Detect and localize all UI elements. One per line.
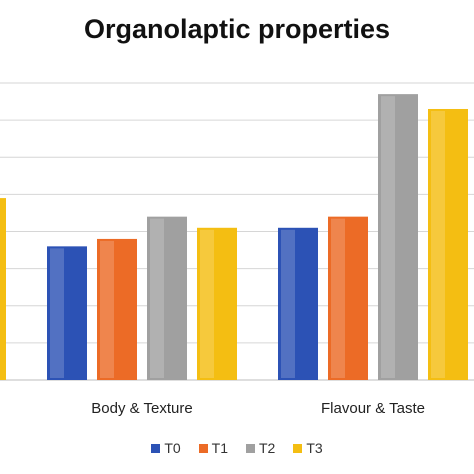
category-label: Flavour & Taste xyxy=(321,400,425,417)
bar-highlight xyxy=(200,229,214,378)
category-label: Body & Texture xyxy=(91,400,192,417)
bar-rect xyxy=(328,216,368,380)
legend-swatch xyxy=(198,443,208,453)
legend-label: T3 xyxy=(306,440,323,456)
bar-highlight xyxy=(381,96,395,378)
legend-item-t0: T0 xyxy=(151,440,181,456)
legend-item-t1: T1 xyxy=(198,440,228,456)
chart-title: Organolaptic properties xyxy=(83,14,391,44)
legend-label: T1 xyxy=(211,440,228,456)
bar-t1 xyxy=(97,238,137,380)
bar-t0 xyxy=(47,246,87,380)
bar-rect xyxy=(147,216,187,380)
bar-t1 xyxy=(328,216,368,380)
bar-highlight xyxy=(431,110,445,379)
bar-highlight xyxy=(331,218,345,378)
bar-t2 xyxy=(147,216,187,380)
bar-highlight xyxy=(150,218,164,378)
legend-item-t2: T2 xyxy=(246,440,275,456)
legend-swatch xyxy=(246,443,255,453)
bar-rect xyxy=(278,227,318,380)
bar-t2 xyxy=(378,94,418,380)
bar-rect xyxy=(197,227,237,380)
legend-item-t3: T3 xyxy=(293,440,323,456)
bar-t3 xyxy=(428,108,468,381)
bar-highlight xyxy=(100,240,114,378)
category-labels: Body & Texture Flavour & Taste xyxy=(91,400,425,417)
bar-rect xyxy=(97,238,137,380)
bar-t3 xyxy=(197,227,237,380)
legend-label: T0 xyxy=(164,440,181,456)
bar-t0 xyxy=(278,227,318,380)
bar-highlight xyxy=(50,248,64,378)
bar-rect xyxy=(378,94,418,380)
bar-rect xyxy=(47,246,87,380)
bar-highlight xyxy=(281,229,295,378)
bars xyxy=(0,94,468,381)
bar-rect xyxy=(0,198,6,380)
bar-t3 xyxy=(0,198,6,380)
legend: T0 T1 T2 T3 xyxy=(0,440,474,456)
bar-rect xyxy=(428,108,468,381)
legend-label: T2 xyxy=(259,440,276,456)
legend-swatch xyxy=(151,443,161,453)
legend-swatch xyxy=(293,443,303,453)
